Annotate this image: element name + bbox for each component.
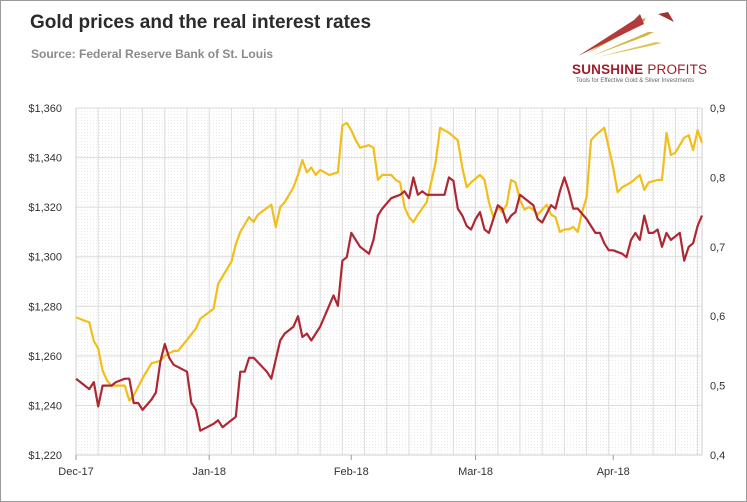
x-tick-label: Feb-18 — [334, 466, 369, 478]
gridlines — [75, 107, 703, 456]
y-left-tick-label: $1,300 — [28, 252, 62, 264]
right-axis: 0,4 0,5 0,6 0,7 0,8 0,9 — [710, 103, 725, 462]
y-left-tick-label: $1,360 — [28, 103, 62, 115]
logo-name-light: PROFITS — [643, 62, 708, 77]
y-right-tick-label: 0,9 — [710, 103, 725, 115]
x-tick-label: Mar-18 — [458, 466, 493, 478]
y-right-tick-label: 0,6 — [710, 311, 725, 323]
chart-source: Source: Federal Reserve Bank of St. Loui… — [31, 47, 274, 61]
plot-area — [76, 108, 702, 455]
chart-title: Gold prices and the real interest rates — [30, 12, 372, 33]
logo-wordmark: SUNSHINE PROFITS — [572, 62, 707, 77]
gold-price-series — [75, 121, 704, 402]
logo-arrow-icon — [578, 12, 674, 57]
y-right-tick-label: 0,8 — [710, 172, 725, 184]
logo-tagline: Tools for Effective Gold & Silver Invest… — [576, 78, 694, 84]
sunshine-profits-logo: SUNSHINE PROFITS Tools for Effective Gol… — [566, 10, 726, 85]
y-right-tick-label: 0,5 — [710, 381, 725, 393]
y-left-tick-label: $1,220 — [28, 450, 62, 462]
x-tick-label: Dec-17 — [58, 466, 93, 478]
x-axis: Dec-17 Jan-18 Feb-18 Mar-18 Apr-18 — [58, 455, 630, 478]
logo-name-bold: SUNSHINE — [572, 62, 644, 77]
x-tick-label: Jan-18 — [192, 466, 226, 478]
y-left-tick-label: $1,320 — [28, 202, 62, 214]
y-left-tick-label: $1,340 — [28, 153, 62, 165]
y-right-tick-label: 0,4 — [710, 450, 725, 462]
x-tick-label: Apr-18 — [597, 466, 630, 478]
real-rate-series — [75, 176, 704, 432]
y-left-tick-label: $1,260 — [28, 351, 62, 363]
left-axis: $1,220 $1,240 $1,260 $1,280 $1,300 $1,320 $1,3… — [28, 103, 62, 462]
y-left-tick-label: $1,240 — [28, 400, 62, 412]
y-right-tick-label: 0,7 — [710, 242, 725, 254]
y-left-tick-label: $1,280 — [28, 301, 62, 313]
